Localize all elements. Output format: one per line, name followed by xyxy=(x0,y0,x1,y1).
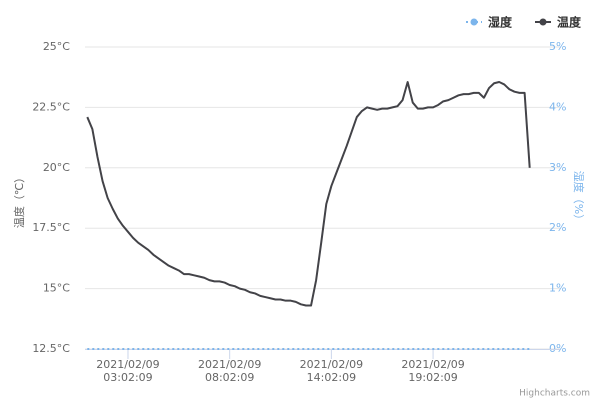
y2-axis-title: 湿度（%） xyxy=(572,171,586,225)
y-tick-label: 25°C xyxy=(43,40,70,53)
y-tick-label: 15°C xyxy=(43,282,70,295)
x-tick-label: 2021/02/09 19:02:09 xyxy=(401,358,465,384)
y2-tick-label: 2% xyxy=(549,221,566,234)
y-tick-label: 20°C xyxy=(43,161,70,174)
y2-tick-label: 3% xyxy=(549,161,566,174)
legend-marker xyxy=(539,18,547,26)
y2-tick-label: 0% xyxy=(549,342,566,355)
credits: Highcharts.com xyxy=(519,389,590,399)
legend-label: 温度 xyxy=(557,15,582,30)
x-tick-label: 2021/02/09 03:02:09 xyxy=(96,358,160,384)
legend-marker xyxy=(470,18,478,26)
y2-tick-label: 4% xyxy=(549,100,566,113)
y-tick-label: 12.5°C xyxy=(32,342,70,355)
y2-tick-label: 1% xyxy=(549,282,566,295)
x-tick-label: 2021/02/09 08:02:09 xyxy=(197,358,262,384)
y-tick-label: 17.5°C xyxy=(32,221,70,234)
x-tick-label: 2021/02/09 14:02:09 xyxy=(299,358,364,384)
y2-tick-label: 5% xyxy=(549,40,566,53)
legend-label: 湿度 xyxy=(488,15,513,30)
series-line xyxy=(86,81,531,307)
y-axis-title: 温度（℃） xyxy=(12,172,26,228)
y-tick-label: 22.5°C xyxy=(32,100,70,113)
